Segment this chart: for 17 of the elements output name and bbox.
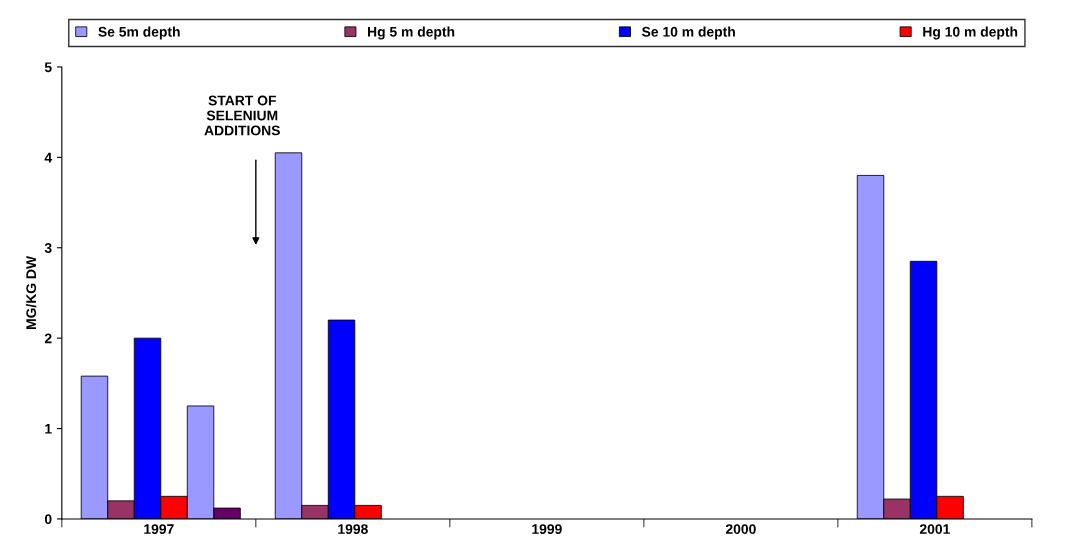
legend-label: Hg 5 m depth	[368, 26, 455, 40]
y-tick-label: 1	[45, 424, 52, 434]
annotation: START OF SELENIUM ADDITIONS	[204, 95, 280, 136]
legend-label: Hg 10 m depth	[923, 26, 1018, 40]
legend-label: Se 10 m depth	[642, 26, 735, 40]
x-tick-label: 2000	[725, 524, 756, 534]
y-axis-title: MG/KG DW	[25, 255, 37, 330]
x-tick-label: 1997	[144, 524, 174, 534]
legend-label: Se 5m depth	[98, 26, 180, 40]
x-tick-label: 1999	[532, 524, 562, 534]
y-tick-label: 4	[44, 152, 53, 163]
x-tick-label: 2001	[919, 524, 950, 534]
y-tick-label: 2	[44, 333, 52, 344]
y-tick-label: 0	[44, 514, 52, 525]
y-tick-label: 3	[44, 243, 52, 253]
x-tick-label: 1998	[338, 524, 368, 534]
y-tick-label: 5	[44, 62, 52, 73]
